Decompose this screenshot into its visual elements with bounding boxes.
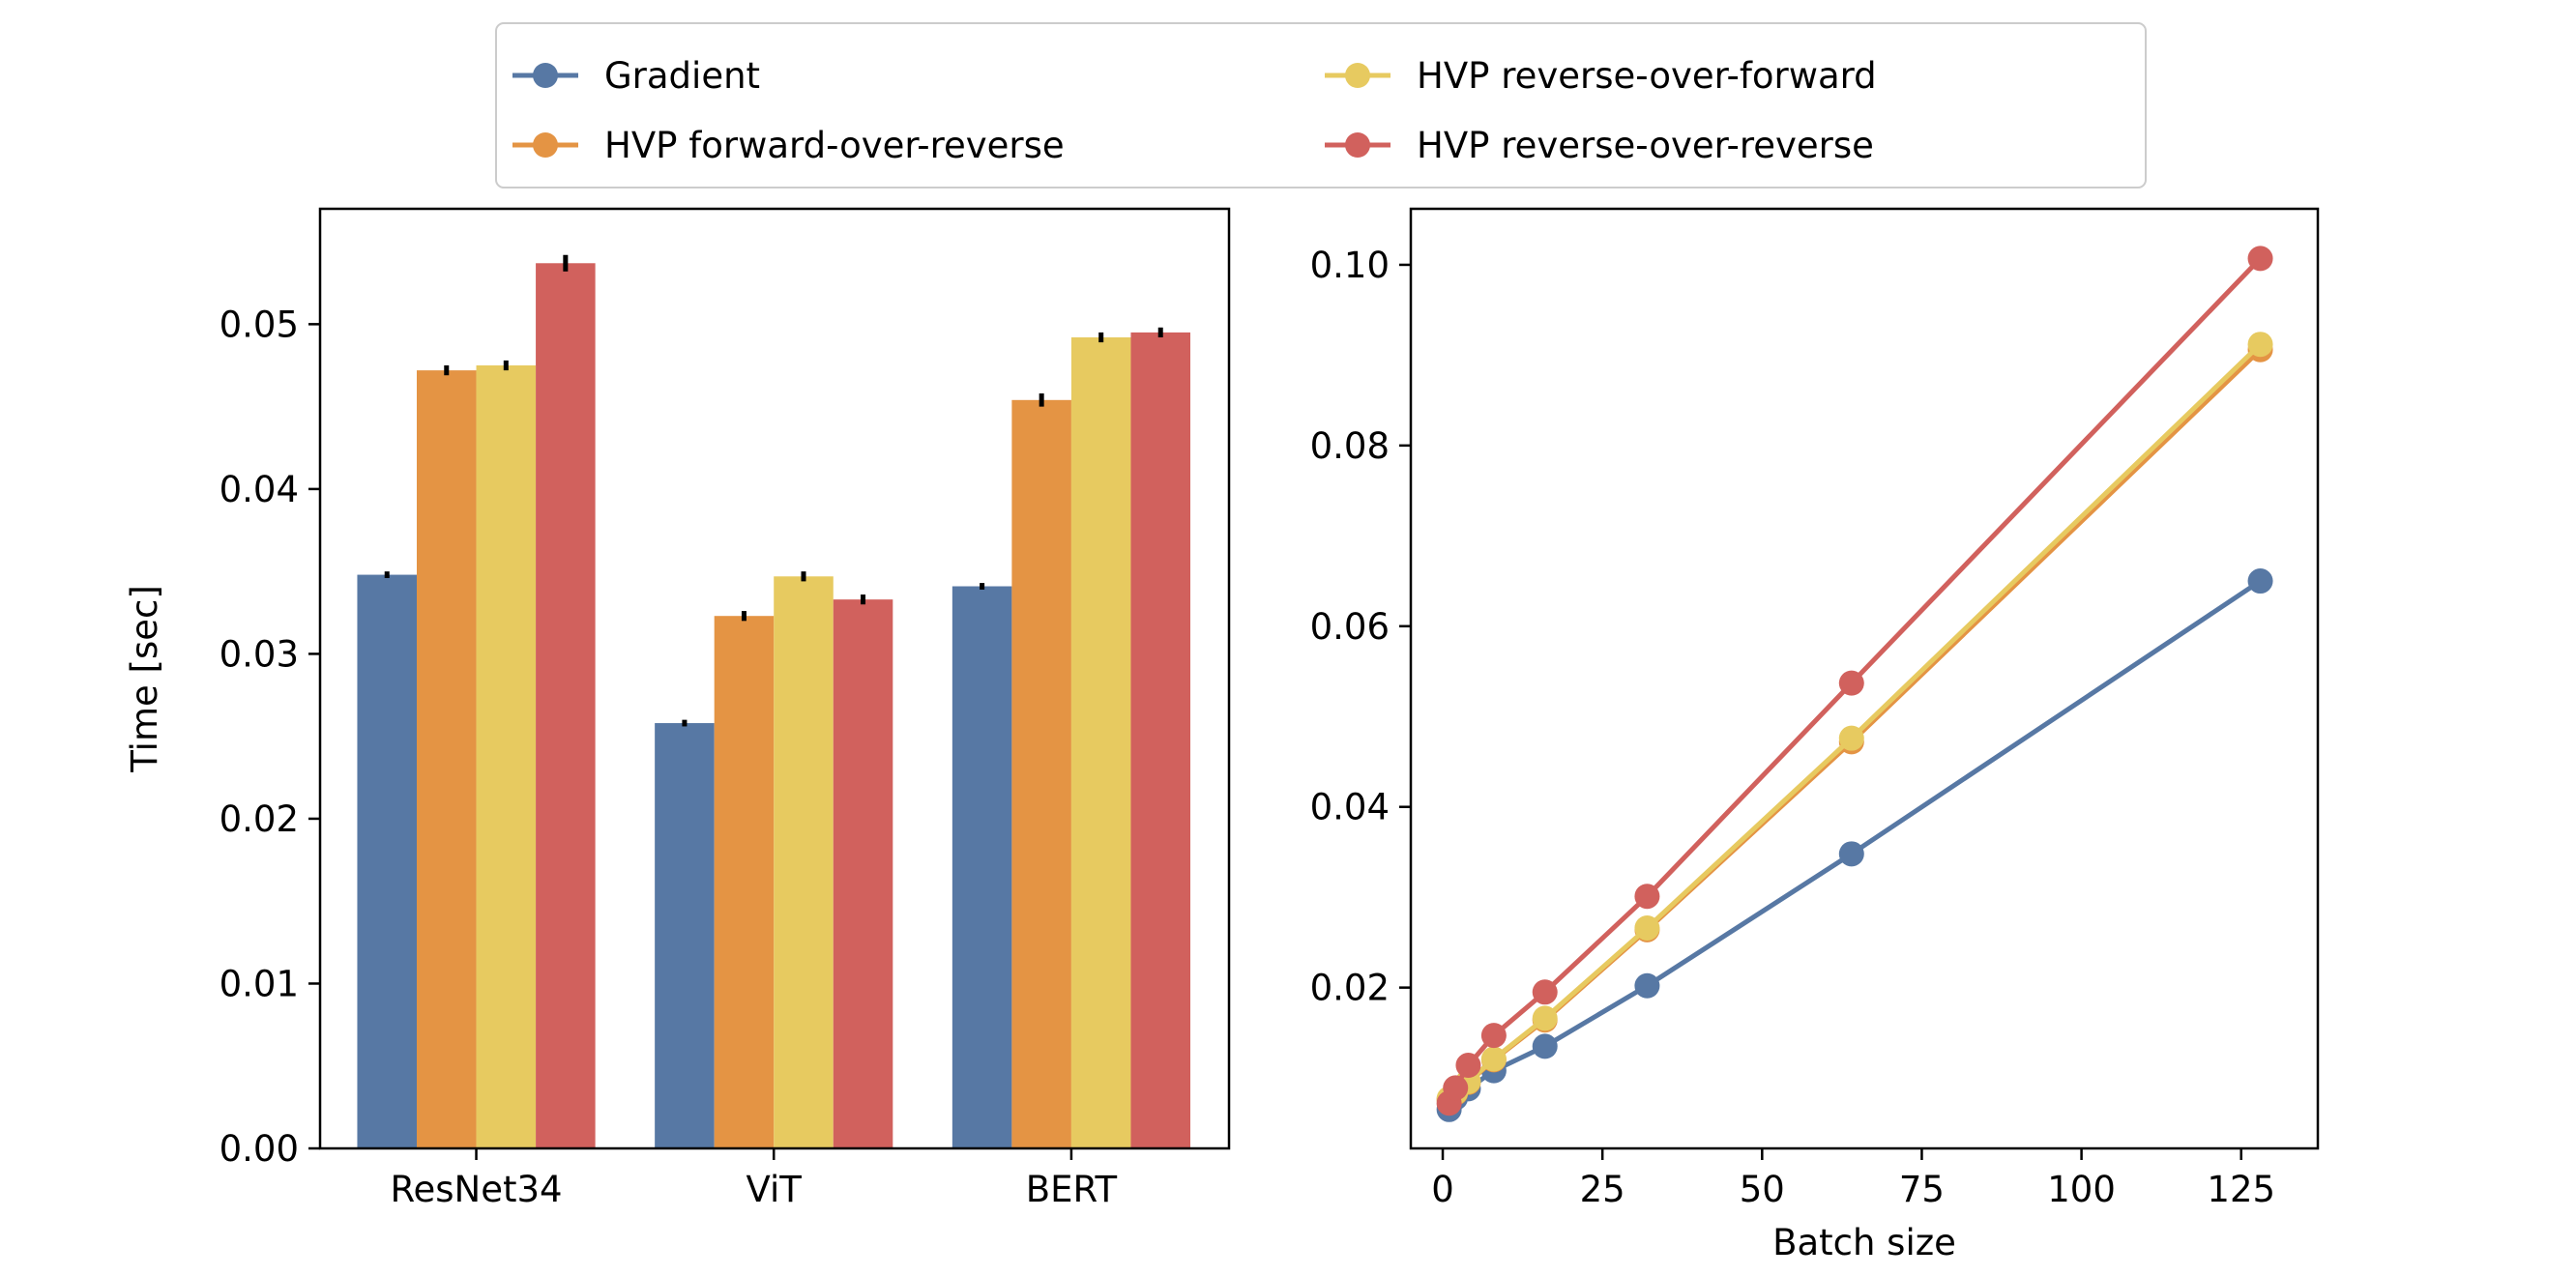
y-tick-label: 0.01 xyxy=(220,963,299,1004)
x-tick-label: 125 xyxy=(2207,1169,2275,1210)
point-3-16 xyxy=(1532,979,1558,1005)
legend-marker-2 xyxy=(1345,63,1370,88)
bar-ViT-1 xyxy=(714,616,775,1148)
y-tick-label: 0.06 xyxy=(1310,606,1390,648)
bar-BERT-2 xyxy=(1070,337,1131,1149)
point-2-64 xyxy=(1838,725,1864,751)
point-3-128 xyxy=(2247,246,2273,272)
x-tick-label: 75 xyxy=(1899,1169,1945,1210)
y-tick-label: 0.10 xyxy=(1310,245,1390,286)
bar-ResNet34-0 xyxy=(357,574,417,1148)
point-2-128 xyxy=(2247,332,2273,358)
x-tick-label: BERT xyxy=(1026,1169,1118,1210)
legend-marker-3 xyxy=(1345,132,1370,158)
y-tick-label: 0.02 xyxy=(1310,968,1390,1009)
y-axis-label: Time [sec] xyxy=(124,585,165,773)
point-0-128 xyxy=(2247,568,2273,594)
bar-BERT-1 xyxy=(1011,399,1071,1148)
legend-marker-1 xyxy=(533,132,558,158)
legend-marker-0 xyxy=(533,63,558,88)
y-tick-label: 0.05 xyxy=(220,304,299,345)
bar-ResNet34-3 xyxy=(536,263,596,1148)
y-tick-label: 0.02 xyxy=(220,798,299,840)
legend-label-0: Gradient xyxy=(604,55,760,97)
point-3-8 xyxy=(1480,1023,1507,1049)
legend-label-3: HVP reverse-over-reverse xyxy=(1417,125,1874,166)
point-2-16 xyxy=(1532,1005,1558,1031)
point-2-8 xyxy=(1480,1046,1507,1072)
legend: Gradient HVP reverse-over-forward HVP forw… xyxy=(495,22,2147,188)
x-axis-label: Batch size xyxy=(1772,1222,1956,1263)
point-3-32 xyxy=(1634,884,1660,910)
legend-label-1: HVP forward-over-reverse xyxy=(604,125,1065,166)
x-tick-label: 100 xyxy=(2047,1169,2116,1210)
y-tick-label: 0.08 xyxy=(1310,425,1390,467)
bar-ViT-2 xyxy=(774,576,834,1148)
point-0-64 xyxy=(1838,841,1864,867)
bar-ViT-3 xyxy=(833,599,893,1148)
bar-chart-panel: 0.00 0.01 0.02 0.03 0.04 0.05 ResNet34 ViT BERT T… xyxy=(124,207,1231,1210)
plot-frame xyxy=(1409,207,2320,1150)
bar-ResNet34-1 xyxy=(417,370,477,1148)
point-3-2 xyxy=(1443,1075,1469,1101)
point-3-64 xyxy=(1838,670,1864,696)
x-tick-label: 25 xyxy=(1580,1169,1625,1210)
y-tick-label: 0.00 xyxy=(220,1128,299,1170)
y-tick-label: 0.03 xyxy=(220,633,299,675)
point-0-16 xyxy=(1532,1033,1558,1059)
x-tick-label: ViT xyxy=(746,1169,803,1210)
x-tick-label: 50 xyxy=(1740,1169,1785,1210)
series-line-2 xyxy=(1447,342,2263,1101)
point-0-32 xyxy=(1634,972,1660,999)
bar-BERT-0 xyxy=(951,586,1012,1148)
point-3-4 xyxy=(1455,1053,1481,1079)
x-tick-label: ResNet34 xyxy=(390,1169,562,1210)
line-chart-panel: 0.02 0.04 0.06 0.08 0.10 0 25 50 75 100 125 Batch s… xyxy=(1310,207,2320,1263)
legend-label-2: HVP reverse-over-forward xyxy=(1417,55,1877,97)
bar-BERT-3 xyxy=(1130,332,1190,1148)
legend-frame xyxy=(495,22,2147,188)
y-tick-label: 0.04 xyxy=(220,469,299,510)
bar-ResNet34-2 xyxy=(476,365,537,1148)
y-tick-label: 0.04 xyxy=(1310,787,1390,828)
x-tick-label: 0 xyxy=(1431,1169,1454,1210)
point-2-32 xyxy=(1634,914,1660,941)
bar-ViT-0 xyxy=(655,723,715,1148)
